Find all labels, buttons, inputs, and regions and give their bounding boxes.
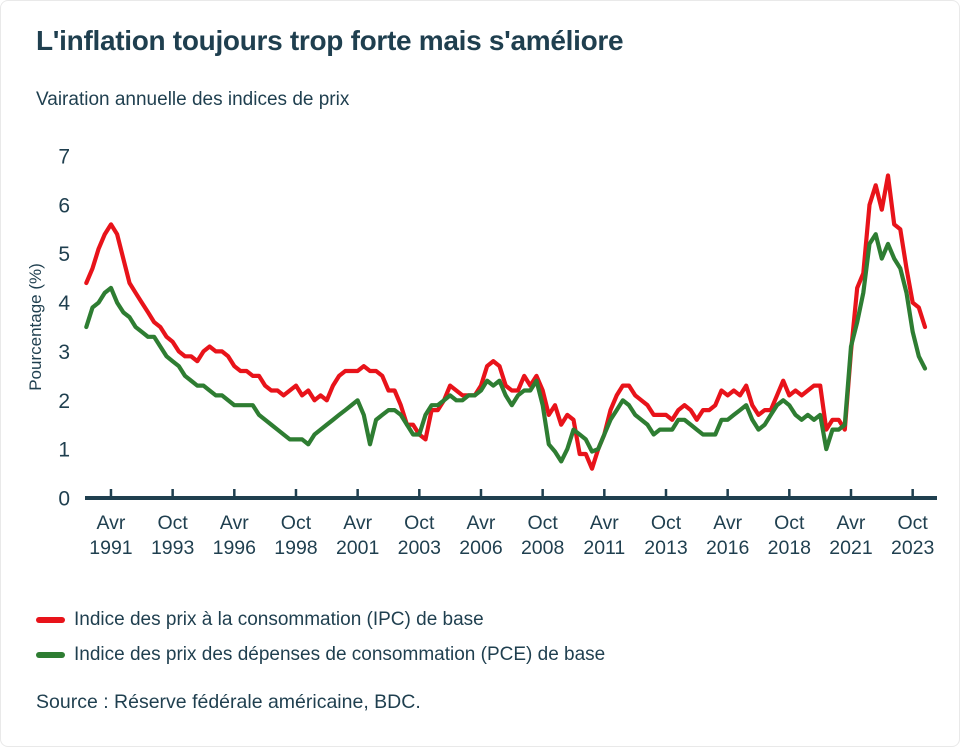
x-tick-label-year: 2011 xyxy=(583,537,625,559)
legend-label-ipc: Indice des prix à la consommation (IPC) … xyxy=(74,608,484,630)
chart-legend: Indice des prix à la consommation (IPC) … xyxy=(36,602,605,672)
x-tick-label-year: 2013 xyxy=(644,537,687,559)
x-tick-label-month: Avr xyxy=(467,512,496,534)
legend-item-ipc: Indice des prix à la consommation (IPC) … xyxy=(36,602,605,637)
page-title: L'inflation toujours trop forte mais s'a… xyxy=(36,25,624,56)
x-tick-label-month: Oct xyxy=(281,512,312,534)
y-tick-label: 4 xyxy=(58,292,70,315)
ipc-line-swatch-icon xyxy=(36,616,65,623)
legend-item-pce: Indice des prix des dépenses de consomma… xyxy=(36,637,605,672)
y-axis-title: Pourcentage (%) xyxy=(26,263,45,391)
x-tick-label-month: Oct xyxy=(774,512,805,534)
x-tick-label-month: Avr xyxy=(97,512,126,534)
y-tick-label: 6 xyxy=(58,194,70,217)
y-tick-label: 1 xyxy=(58,439,70,462)
y-tick-label: 2 xyxy=(58,390,70,413)
x-tick-label-year: 2001 xyxy=(336,537,379,559)
y-tick-label: 5 xyxy=(58,243,70,266)
y-tick-label: 3 xyxy=(58,341,70,364)
source-note: Source : Réserve fédérale américaine, BD… xyxy=(36,691,421,713)
x-tick-label-month: Avr xyxy=(343,512,372,534)
x-tick-label-month: Avr xyxy=(590,512,619,534)
pce-line xyxy=(84,232,928,464)
x-tick-label-month: Oct xyxy=(651,512,682,534)
pce-line-swatch-icon xyxy=(36,651,65,658)
x-tick-label-month: Avr xyxy=(220,512,249,534)
x-tick-label-year: 2023 xyxy=(891,537,934,559)
x-tick-label-year: 2006 xyxy=(459,537,502,559)
x-tick-label-month: Oct xyxy=(897,512,928,534)
x-tick-label-year: 2003 xyxy=(398,537,441,559)
x-tick-label-month: Avr xyxy=(837,512,866,534)
x-tick-label-year: 2018 xyxy=(768,537,811,559)
legend-label-pce: Indice des prix des dépenses de consomma… xyxy=(74,643,606,665)
page-subtitle: Vairation annuelle des indices de prix xyxy=(36,89,350,110)
x-tick-label-year: 1993 xyxy=(151,537,194,559)
y-tick-label: 7 xyxy=(58,146,70,169)
x-tick-label-month: Oct xyxy=(404,512,435,534)
x-tick-label-year: 1998 xyxy=(274,537,317,559)
y-tick-label: 0 xyxy=(58,488,70,511)
ipc-line xyxy=(84,173,928,471)
x-tick-label-year: 2021 xyxy=(829,537,872,559)
x-tick-label-month: Oct xyxy=(527,512,558,534)
x-tick-label-month: Avr xyxy=(713,512,742,534)
x-tick-label-year: 1991 xyxy=(89,537,132,559)
x-tick-label-year: 2008 xyxy=(521,537,564,559)
x-tick-label-month: Oct xyxy=(157,512,188,534)
x-tick-label-year: 1996 xyxy=(213,537,256,559)
x-tick-label-year: 2016 xyxy=(706,537,749,559)
